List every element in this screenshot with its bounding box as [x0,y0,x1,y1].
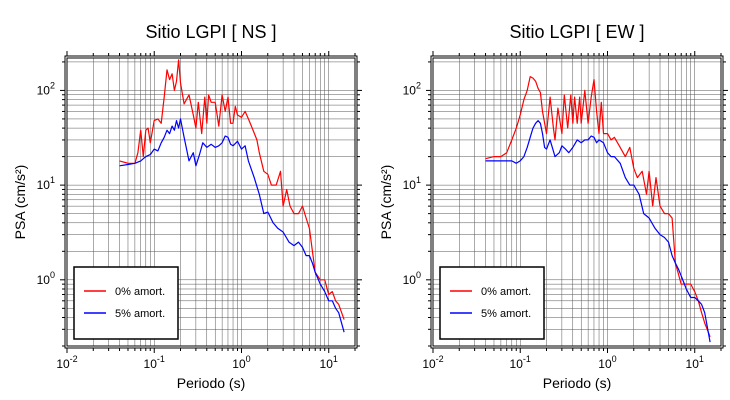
series-line-1 [119,59,345,320]
x-tick-label: 10-2 [56,354,77,371]
grid [66,58,356,347]
y-tick-label: 102 [403,80,421,97]
x-tick-label: 10-1 [510,354,531,371]
x-tick-label: 101 [320,354,338,371]
legend-label-1: 0% amort. [115,286,165,298]
x-tick-label: 100 [598,354,616,371]
x-tick-label: 10-2 [422,354,443,371]
y-tick-label: 100 [37,270,55,287]
y-tick-label: 101 [37,175,55,192]
y-tick-label: 101 [403,175,421,192]
plot-frame-outer [430,55,724,349]
y-axis-label: PSA (cm/s²) [12,165,28,240]
legend-label-2: 5% amort. [115,308,165,320]
legend-label-1: 0% amort. [481,286,531,298]
legend: 0% amort. 5% amort. [73,266,179,340]
x-tick-label: 100 [232,354,250,371]
x-axis-label: Periodo (s) [543,375,611,391]
y-axis-label: PSA (cm/s²) [378,165,394,240]
plot-frame [432,57,722,347]
chart-panel-1: 10-2 10-1 100 101 100 101 102 Sitio LGPI [ NS ]… [12,22,362,391]
series-line-1 [485,75,711,338]
legend: 0% amort. 5% amort. [439,266,545,340]
legend-box [439,266,545,340]
legend-box [73,266,179,340]
chart-title: Sitio LGPI [ EW ] [509,22,644,42]
legend-label-2: 5% amort. [481,308,531,320]
y-tick-label: 102 [37,80,55,97]
chart-title: Sitio LGPI [ NS ] [145,22,276,42]
x-tick-label: 101 [686,354,704,371]
x-tick-label: 10-1 [144,354,165,371]
chart-panel-2: 10-2 10-1 100 101 100 101 102 Sitio LGPI [ EW ]… [378,22,728,391]
series-line-2 [119,118,345,333]
series-line-2 [485,119,711,343]
tick-marks [426,51,728,353]
x-axis-label: Periodo (s) [177,375,245,391]
plot-frame [66,57,356,347]
plot-frame-outer [64,55,358,349]
tick-marks [60,51,362,353]
y-tick-label: 100 [403,270,421,287]
